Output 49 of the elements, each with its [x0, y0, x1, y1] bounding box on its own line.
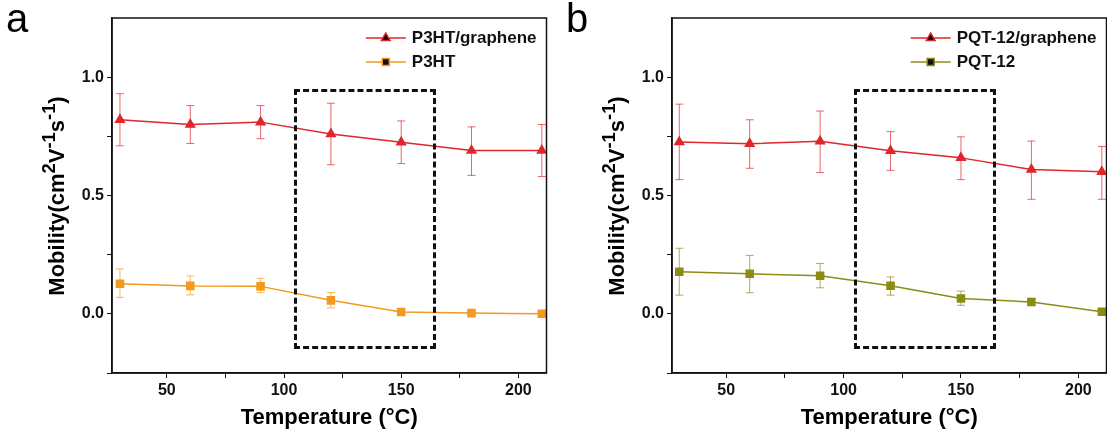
- point: [326, 296, 336, 305]
- point: [885, 145, 896, 155]
- point: [815, 135, 826, 145]
- point: [185, 118, 196, 128]
- point: [256, 282, 265, 291]
- point: [674, 267, 684, 276]
- x-tick-label: 150: [387, 381, 415, 399]
- x-axis-title: Temperature (°C): [800, 404, 978, 430]
- x-tick-label: 200: [505, 381, 532, 399]
- x-tick-label: 150: [947, 381, 975, 399]
- legend-label: PQT-12: [956, 51, 1016, 71]
- x-tick-label: 100: [830, 381, 858, 399]
- legend-label: P3HT/graphene: [411, 27, 537, 47]
- point: [745, 269, 754, 279]
- point: [537, 309, 547, 319]
- point: [255, 116, 266, 126]
- point: [114, 114, 126, 124]
- point: [815, 271, 825, 281]
- point: [1026, 163, 1037, 173]
- point: [396, 136, 407, 146]
- x-tick-label: 50: [157, 381, 176, 399]
- legend-label: PQT-12/graphene: [956, 27, 1097, 47]
- x-tick-label: 200: [1064, 381, 1092, 399]
- y-tick-label: 0.5: [641, 185, 665, 203]
- y-tick-label: 0.0: [641, 304, 665, 322]
- point: [396, 307, 406, 317]
- text: b: [566, 0, 589, 41]
- x-axis-title: Temperature (°C): [240, 404, 418, 430]
- y-tick-label: 0.0: [81, 304, 105, 322]
- point: [467, 308, 476, 318]
- text: a: [6, 0, 29, 41]
- legend-label: P3HT: [411, 51, 456, 71]
- point: [1097, 307, 1107, 316]
- y-tick-label: 1.0: [641, 67, 665, 85]
- point: [466, 144, 477, 154]
- point: [674, 136, 685, 146]
- point: [886, 281, 895, 290]
- x-tick-label: 50: [717, 381, 736, 399]
- y-tick-label: 1.0: [81, 67, 105, 85]
- point: [744, 137, 755, 147]
- point: [115, 279, 125, 289]
- point: [955, 152, 967, 162]
- x-tick-label: 100: [270, 381, 298, 399]
- point: [185, 281, 195, 291]
- point: [1096, 166, 1107, 176]
- point: [325, 128, 336, 138]
- point: [956, 294, 966, 303]
- point: [536, 144, 547, 154]
- y-tick-label: 0.5: [81, 185, 105, 203]
